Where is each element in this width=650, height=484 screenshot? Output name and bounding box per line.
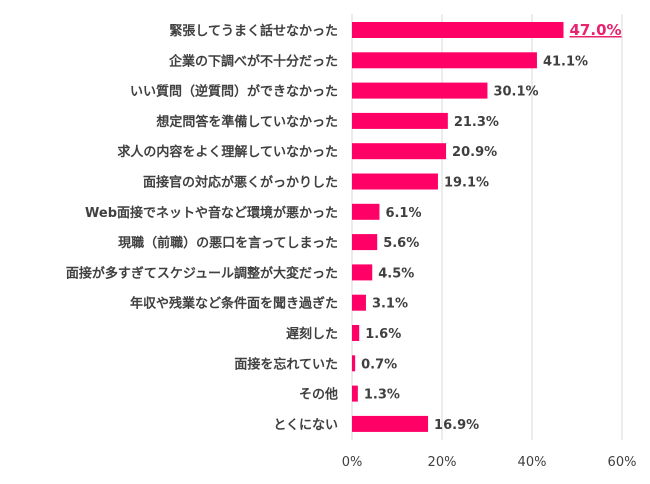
category-label: いい質問（逆質問）ができなかった	[130, 84, 338, 100]
bar	[352, 385, 358, 402]
value-label: 3.1%	[372, 297, 408, 312]
bar	[352, 325, 360, 341]
value-label: 4.5%	[378, 266, 414, 281]
category-label: 緊張してうまく話せなかった	[169, 23, 338, 39]
grid-lines	[351, 14, 623, 440]
category-label: Web面接でネットや音など環境が悪かった	[85, 205, 338, 221]
bar	[352, 112, 448, 129]
bar	[352, 264, 373, 281]
x-tick-label: 60%	[608, 455, 637, 470]
bar	[352, 52, 537, 69]
x-tick-label: 0%	[342, 455, 363, 470]
value-label: 19.1%	[444, 176, 489, 191]
category-label: 企業の下調べが不十分だった	[168, 53, 338, 69]
bar	[352, 173, 438, 190]
x-axis-tick-labels: 0% 20% 40% 60%	[342, 455, 637, 470]
category-label: とくにない	[273, 418, 338, 433]
x-tick-label: 20%	[428, 455, 457, 470]
value-label: 20.9%	[452, 145, 497, 160]
bar	[352, 294, 366, 311]
value-label: 1.3%	[364, 388, 400, 403]
bar	[352, 82, 488, 99]
category-label: 想定問答を準備していなかった	[156, 114, 338, 130]
value-label: 5.6%	[383, 236, 419, 251]
bar	[352, 143, 447, 160]
value-label-highlight: 47.0%	[570, 21, 622, 39]
bar	[352, 415, 429, 432]
bars	[352, 22, 564, 432]
value-label: 30.1%	[493, 85, 538, 100]
bar	[352, 203, 380, 220]
value-label: 41.1%	[543, 54, 588, 69]
bar	[352, 22, 564, 38]
x-tick-label: 40%	[518, 455, 547, 470]
category-label: 面接を忘れていた	[234, 356, 338, 372]
category-label: 面接が多すぎてスケジュール調整が大変だった	[66, 265, 338, 281]
value-labels: 47.0% 41.1% 30.1% 21.3% 20.9% 19.1% 6.1% 5.6% 4.…	[361, 21, 621, 433]
value-label: 6.1%	[385, 206, 421, 221]
category-label: 面接官の対応が悪くがっかりした	[143, 175, 338, 191]
category-label: 求人の内容をよく理解していなかった	[117, 144, 338, 160]
bar	[352, 234, 378, 251]
value-label: 16.9%	[434, 418, 479, 433]
value-label: 0.7%	[361, 357, 397, 372]
value-label: 21.3%	[454, 115, 499, 130]
category-label: その他	[299, 387, 338, 403]
category-label: 遅刻した	[286, 326, 338, 342]
bar	[352, 355, 356, 372]
category-label: 現職（前職）の悪口を言ってしまった	[118, 235, 338, 251]
category-labels: 緊張してうまく話せなかった企業の下調べが不十分だったいい質問（逆質問）ができなか…	[66, 23, 338, 433]
value-label: 1.6%	[365, 327, 401, 342]
category-label: 年収や残業など条件面を聞き過ぎた	[130, 296, 338, 312]
